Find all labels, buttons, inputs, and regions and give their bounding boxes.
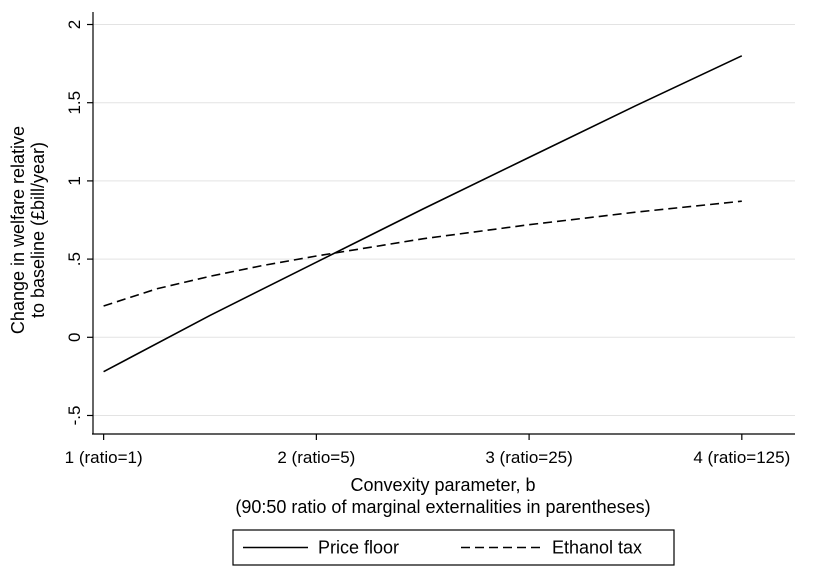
y-axis-label-line: to baseline (£bill/year) — [28, 142, 48, 318]
series-lines — [103, 55, 743, 373]
y-tick-label: -.5 — [65, 406, 84, 426]
x-tick-label: 4 (ratio=125) — [693, 448, 790, 467]
x-axis-label-line: (90:50 ratio of marginal externalities i… — [235, 497, 650, 517]
series-line-ethanol-tax — [103, 200, 742, 307]
y-tick-label: 2 — [65, 20, 84, 29]
legend: Price floor Ethanol tax — [232, 529, 675, 566]
x-tick-label: 3 (ratio=25) — [485, 448, 572, 467]
y-tick-label: .5 — [65, 252, 84, 266]
y-tick-label: 1 — [65, 176, 84, 185]
x-axis-label: Convexity parameter, b(90:50 ratio of ma… — [235, 475, 650, 517]
x-axis-label-line: Convexity parameter, b — [350, 475, 535, 495]
y-axis-label: Change in welfare relative to baseline (£… — [8, 126, 48, 334]
series-line-price-floor — [103, 55, 743, 373]
x-tick-label: 1 (ratio=1) — [65, 448, 143, 467]
y-tick-label: 1.5 — [65, 91, 84, 115]
y-axis-label-line: Change in welfare relative — [8, 126, 28, 334]
axes — [92, 12, 795, 435]
y-tick-label: 0 — [65, 333, 84, 342]
grid-lines — [93, 24, 795, 416]
legend-label: Ethanol tax — [552, 538, 642, 558]
tick-marks: -.5 0 .5 1 1.5 2 1 (ratio=1) 2 (ratio=5) 3 (rati… — [65, 20, 791, 467]
legend-label: Price floor — [318, 538, 399, 558]
x-tick-label: 2 (ratio=5) — [277, 448, 355, 467]
